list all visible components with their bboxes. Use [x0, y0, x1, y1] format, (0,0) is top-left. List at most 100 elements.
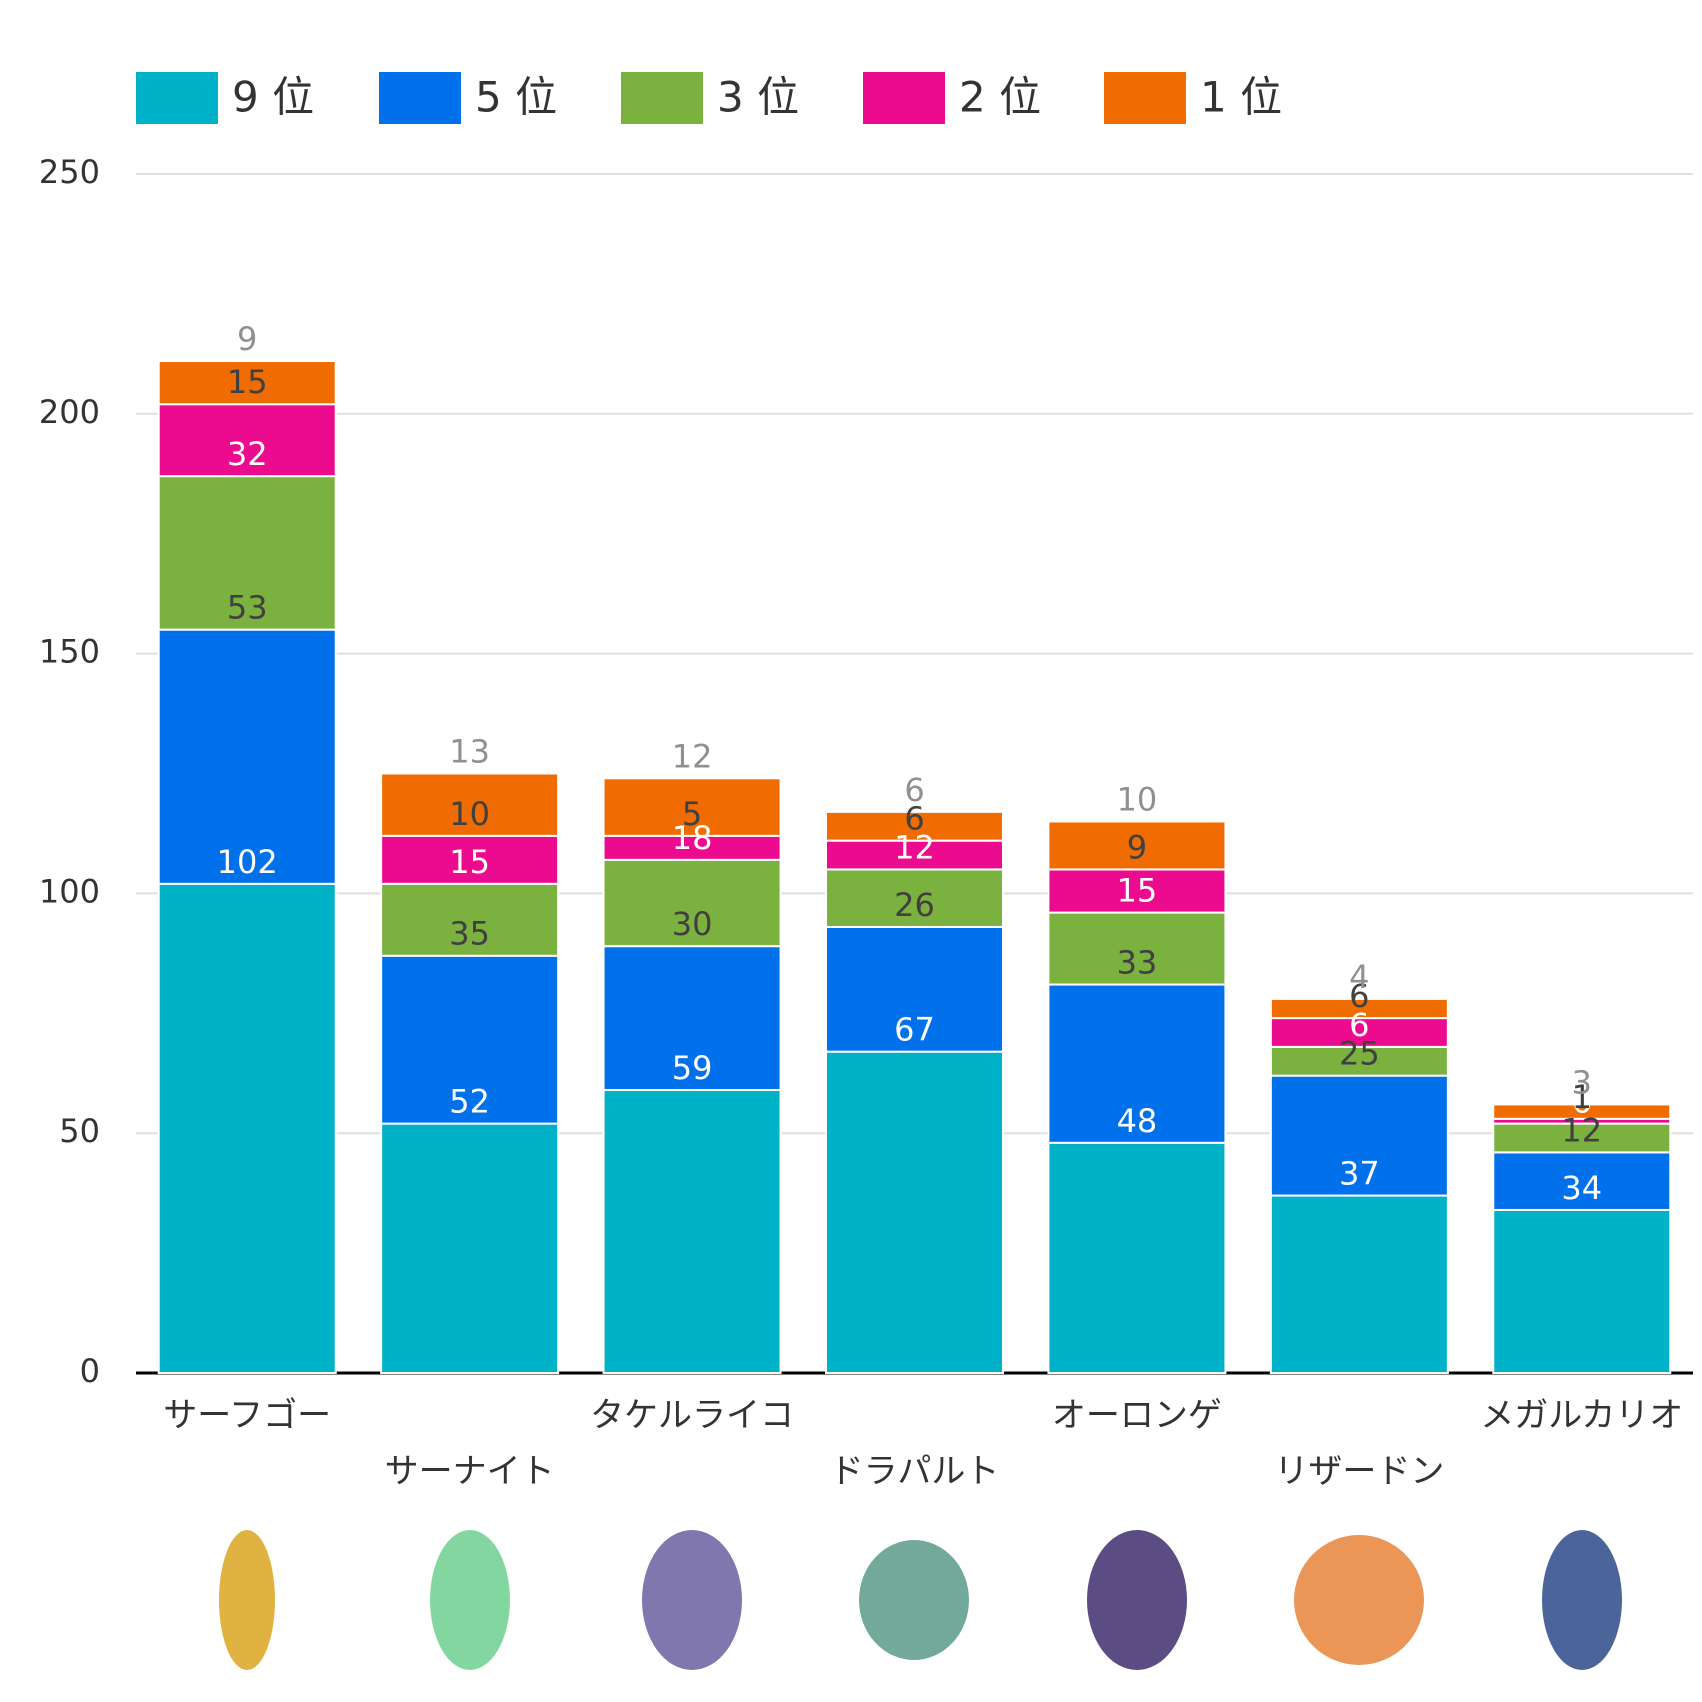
legend-label: 5 位	[475, 73, 557, 122]
bar-segment	[380, 834, 560, 885]
value-label: 1	[1572, 1078, 1592, 1116]
bar-segment	[1269, 1074, 1449, 1197]
legend-label: 3 位	[717, 73, 799, 122]
bar-segment	[157, 882, 337, 1374]
bar-segment	[380, 1122, 560, 1375]
legend-swatch	[621, 72, 703, 124]
x-tick-label: ドラパルト	[830, 1452, 1000, 1492]
bar-segment	[825, 925, 1004, 1053]
y-tick-label: 150	[39, 633, 100, 671]
sprite	[642, 1530, 742, 1670]
value-label: 67	[894, 1011, 935, 1049]
value-label: 59	[672, 1049, 713, 1087]
value-label: 5	[682, 795, 702, 833]
sprite	[1087, 1530, 1187, 1670]
bar-segment	[1492, 1103, 1672, 1120]
bars	[157, 360, 1672, 1375]
value-label: 4	[1349, 958, 1369, 996]
value-label: 30	[672, 905, 713, 943]
bar-segment	[1269, 997, 1449, 1020]
value-label: 102	[217, 843, 278, 881]
bar-segment	[825, 1050, 1004, 1374]
bar-segment	[1492, 1151, 1672, 1211]
bar-segment	[1269, 1017, 1449, 1048]
bar-segment	[1047, 1141, 1227, 1374]
value-label: 6	[1572, 1083, 1592, 1121]
legend-swatch	[1104, 72, 1186, 124]
bar-segment	[380, 772, 560, 837]
value-label: 48	[1117, 1102, 1158, 1140]
bar-segment	[602, 858, 782, 948]
y-tick-label: 100	[39, 872, 100, 910]
value-label: 15	[227, 363, 268, 401]
x-tick-label: タケルライコ	[590, 1396, 794, 1436]
value-label: 33	[1117, 944, 1158, 982]
legend-label: 1 位	[1200, 73, 1282, 122]
x-tick-label: サーフゴー	[163, 1396, 331, 1436]
bar-segment	[1269, 1194, 1449, 1374]
bar-segment	[1047, 820, 1227, 871]
bar-segment	[1492, 1122, 1672, 1154]
labels: サーフゴー1025332159サーナイト5235151013タケルライコ5930…	[163, 320, 1683, 1491]
sprite	[430, 1530, 510, 1670]
value-label: 15	[449, 843, 490, 881]
x-tick-label: リザードン	[1274, 1452, 1444, 1492]
legend-swatch	[136, 72, 218, 124]
bar-segment	[1047, 911, 1227, 986]
bar-segment	[380, 882, 560, 957]
value-label: 53	[227, 589, 268, 627]
value-label: 37	[1339, 1155, 1380, 1193]
legend-swatch	[863, 72, 945, 124]
sprite	[859, 1540, 969, 1660]
value-label: 10	[449, 795, 490, 833]
x-tick-label: サーナイト	[385, 1452, 555, 1492]
value-label: 18	[672, 819, 713, 857]
bar-segment	[825, 868, 1004, 928]
bar-segment	[825, 810, 1004, 842]
value-label: 6	[904, 800, 924, 838]
bar-segment	[602, 777, 782, 837]
bar-segment	[1269, 1045, 1449, 1077]
value-label: 25	[1339, 1035, 1380, 1073]
value-label: 15	[1117, 872, 1158, 910]
sprite	[219, 1530, 275, 1670]
x-tick-label: メガルカリオ	[1480, 1396, 1683, 1436]
bar-segment	[380, 954, 560, 1125]
y-tick-label: 200	[39, 393, 100, 431]
value-label: 10	[1117, 780, 1158, 818]
value-label: 6	[1349, 1006, 1369, 1044]
legend-label: 9 位	[232, 73, 314, 122]
x-tick-label: オーロンゲ	[1052, 1396, 1222, 1436]
legend-label: 2 位	[959, 73, 1041, 122]
legend-swatch	[379, 72, 461, 124]
value-label: 12	[1561, 1111, 1602, 1149]
value-label: 26	[894, 886, 935, 924]
value-label: 9	[1127, 828, 1147, 866]
bar-segment	[157, 403, 337, 478]
value-label: 9	[237, 320, 257, 358]
sprite	[1294, 1535, 1424, 1665]
value-label: 35	[449, 915, 490, 953]
value-label: 6	[1349, 977, 1369, 1015]
value-label: 6	[904, 771, 924, 809]
bar-segment	[1492, 1208, 1672, 1375]
value-label: 32	[227, 435, 268, 473]
bar-segment	[157, 360, 337, 406]
bar-segment	[1047, 983, 1227, 1144]
sprite	[1542, 1530, 1622, 1670]
value-label: 3	[1572, 1063, 1592, 1101]
value-label: 12	[894, 828, 935, 866]
y-tick-label: 50	[59, 1112, 100, 1150]
value-label: 13	[449, 733, 490, 771]
y-tick-label: 250	[39, 153, 100, 191]
bar-segment	[602, 1089, 782, 1374]
value-label: 12	[672, 737, 713, 775]
bar-segment	[602, 945, 782, 1092]
bar-segment	[825, 839, 1004, 871]
y-tick-label: 0	[80, 1352, 100, 1390]
bar-segment	[157, 475, 337, 631]
value-label: 52	[449, 1083, 490, 1121]
value-label: 34	[1561, 1169, 1602, 1207]
bar-segment	[157, 628, 337, 885]
